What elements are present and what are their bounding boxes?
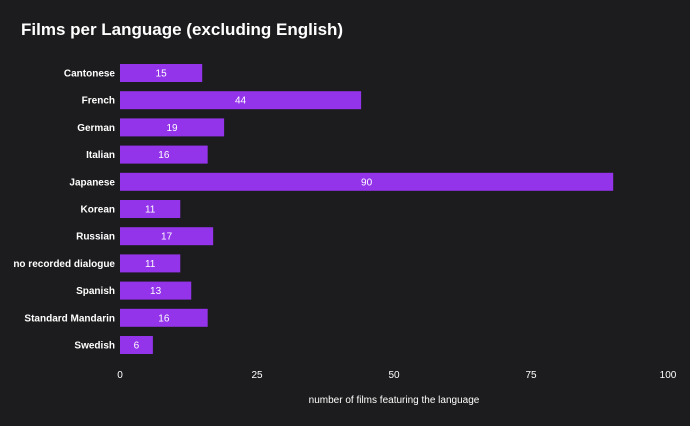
bar-value-label: 19 xyxy=(166,123,178,134)
bar-value-label: 16 xyxy=(158,150,170,161)
bar xyxy=(120,145,208,164)
bar-value-label: 11 xyxy=(145,259,156,270)
x-tick-label: 75 xyxy=(525,370,537,381)
bar-value-label: 90 xyxy=(361,177,373,188)
bar xyxy=(120,227,214,246)
category-label: Japanese xyxy=(69,177,115,188)
bar xyxy=(120,254,181,273)
x-tick-label: 0 xyxy=(117,370,123,381)
bar xyxy=(120,118,225,137)
category-label: no recorded dialogue xyxy=(13,259,115,270)
bar-value-label: 15 xyxy=(156,69,168,80)
x-axis-ticks: 0 25 50 75 100 xyxy=(117,370,677,381)
bar-value-label: 6 xyxy=(134,341,140,352)
x-tick-label: 100 xyxy=(660,370,677,381)
category-labels: Cantonese French German Italian Japanese Kore… xyxy=(13,69,115,352)
category-label: Italian xyxy=(86,150,115,161)
bar xyxy=(120,91,362,110)
bar xyxy=(120,308,208,327)
category-label: Korean xyxy=(81,205,115,216)
bar-value-labels: 15 44 19 16 90 11 17 11 13 16 6 xyxy=(134,69,373,352)
bar xyxy=(120,172,614,191)
category-label: French xyxy=(82,96,115,107)
category-label: Russian xyxy=(76,232,115,243)
x-tick-label: 50 xyxy=(388,370,400,381)
category-label: Cantonese xyxy=(64,69,116,80)
x-axis-title: number of films featuring the language xyxy=(309,395,480,406)
bar xyxy=(120,200,181,218)
bar xyxy=(120,336,153,354)
bar-value-label: 44 xyxy=(235,96,247,107)
category-label: German xyxy=(77,123,115,134)
category-label: Swedish xyxy=(74,341,115,352)
bar-value-label: 16 xyxy=(158,313,170,324)
bars xyxy=(120,64,614,354)
bar-value-label: 11 xyxy=(145,205,156,216)
category-label: Spanish xyxy=(76,286,115,297)
bar xyxy=(120,281,192,300)
category-label: Standard Mandarin xyxy=(24,313,115,324)
chart-title: Films per Language (excluding English) xyxy=(21,20,344,39)
x-tick-label: 25 xyxy=(251,370,263,381)
bar-value-label: 13 xyxy=(150,286,162,297)
bar-value-label: 17 xyxy=(161,232,173,243)
bar xyxy=(120,64,203,82)
